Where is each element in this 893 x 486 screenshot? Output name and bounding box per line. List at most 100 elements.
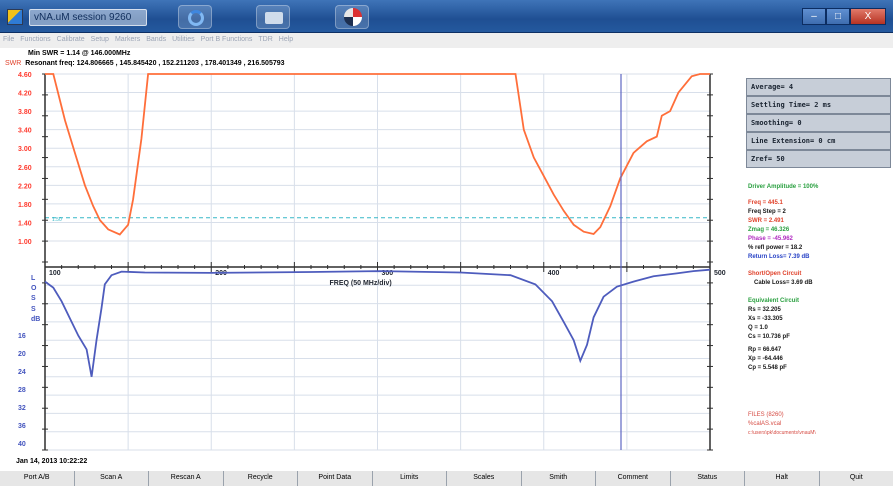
status-footer: Jan 14, 2013 10:22:22 <box>0 457 893 471</box>
scan-a-button[interactable]: Scan A <box>74 471 149 486</box>
short-open-label: Short/Open Circuit <box>748 271 802 277</box>
frequency-tick-label: 500 <box>714 270 726 277</box>
loss-tick-label: O <box>31 285 37 292</box>
resonant-line: SWR Resonant freq: 124.806665 , 145.8454… <box>5 60 285 67</box>
min-swr-value: 1.14 @ 146.000MHz <box>66 50 131 57</box>
rp-readout: Rp = 66.647 <box>748 347 782 353</box>
menu-help[interactable]: Help <box>278 36 294 43</box>
smoothing-setting[interactable]: Smoothing= 0 <box>746 114 891 132</box>
loss-tick-label: 32 <box>18 405 26 412</box>
frequency-tick-label: 100 <box>49 270 61 277</box>
swr-tag: SWR <box>5 60 22 67</box>
button-bar: Port A/B Scan A Rescan A Recycle Point D… <box>0 471 893 486</box>
taskbar-folder-icon[interactable] <box>256 5 290 29</box>
refl-power-readout: % refl power = 18.2 <box>748 245 803 251</box>
q-readout: Q = 1.0 <box>748 325 768 331</box>
loss-tick-label: dB <box>31 316 40 323</box>
scales-button[interactable]: Scales <box>447 471 522 486</box>
scan-summary: Min SWR = 1.14 @ 146.000MHz SWR Resonant… <box>0 48 893 70</box>
plot-area: 4.60 4.20 3.80 3.40 3.00 2.60 2.20 1.80 1.40 1.00… <box>0 70 742 457</box>
file-path: c:\users\pk\documents\vnauM\ <box>748 430 816 436</box>
timestamp: Jan 14, 2013 10:22:22 <box>16 458 88 465</box>
loss-tick-label: S <box>31 306 36 313</box>
taskbar-app-icon[interactable] <box>335 5 369 29</box>
halt-button[interactable]: Halt <box>745 471 820 486</box>
files-label: FILES (8260) <box>748 412 784 418</box>
return-loss-trace <box>44 268 711 377</box>
port-ab-button[interactable]: Port A/B <box>0 471 75 486</box>
freq-step-readout: Freq Step = 2 <box>748 209 786 215</box>
window-title: vNA.uM session 9260 <box>29 9 147 26</box>
cable-loss-readout: Cable Loss= 3.69 dB <box>754 280 813 286</box>
settling-time-setting[interactable]: Settling Time= 2 ms <box>746 96 891 114</box>
min-swr-line: Min SWR = 1.14 @ 146.000MHz <box>28 50 130 57</box>
freq-readout: Freq = 445.1 <box>748 200 783 206</box>
menu-tdr[interactable]: TDR <box>258 36 273 43</box>
status-button[interactable]: Status <box>670 471 745 486</box>
maximize-button[interactable]: □ <box>826 8 850 25</box>
rs-readout: Rs = 32.205 <box>748 307 781 313</box>
comment-button[interactable]: Comment <box>596 471 671 486</box>
frequency-tick-label: 400 <box>548 270 560 277</box>
line-extension-setting[interactable]: Line Extension= 0 cm <box>746 132 891 150</box>
swr-tick-label: 2.60 <box>18 165 32 172</box>
app-icon <box>7 9 23 25</box>
menu-functions[interactable]: Functions <box>20 36 51 43</box>
menu-bands[interactable]: Bands <box>146 36 167 43</box>
menu-calibrate[interactable]: Calibrate <box>56 36 85 43</box>
swr-tick-label: 4.20 <box>18 91 32 98</box>
loss-tick-label: L <box>31 275 36 282</box>
zref-setting[interactable]: Zref= 50 <box>746 150 891 168</box>
swr-trace <box>45 73 710 236</box>
frequency-axis-label: FREQ (50 MHz/div) <box>330 280 392 287</box>
resonant-label: Resonant freq: <box>25 60 75 67</box>
file-name: %calAS.vcal <box>748 421 782 427</box>
phase-readout: Phase = -45.962 <box>748 236 793 242</box>
menu-setup[interactable]: Setup <box>90 36 109 43</box>
zmag-readout: Zmag = 46.326 <box>748 227 790 233</box>
swr-tick-label: 1.80 <box>18 202 32 209</box>
menu-markers[interactable]: Markers <box>114 36 141 43</box>
rescan-a-button[interactable]: Rescan A <box>149 471 224 486</box>
loss-tick-label: S <box>31 295 36 302</box>
menu-port-b-functions[interactable]: Port B Functions <box>200 36 253 43</box>
loss-tick-label: 20 <box>18 351 26 358</box>
swr-tick-label: 2.20 <box>18 183 32 190</box>
xp-readout: Xp = -64.446 <box>748 356 783 362</box>
swr-tick-label: 1.40 <box>18 220 32 227</box>
quit-button[interactable]: Quit <box>819 471 893 486</box>
smith-button[interactable]: Smith <box>521 471 596 486</box>
minimize-button[interactable]: – <box>802 8 826 25</box>
recycle-button[interactable]: Recycle <box>223 471 298 486</box>
swr-readout: SWR = 2.491 <box>748 218 784 224</box>
menu-file[interactable]: File <box>3 36 15 43</box>
loss-tick-label: 16 <box>18 333 26 340</box>
equivalent-circuit-label: Equivalent Circuit <box>748 298 800 304</box>
frequency-tick-label: 300 <box>382 270 394 277</box>
cs-readout: Cs = 10.736 pF <box>748 334 790 340</box>
swr-tick-label: 4.60 <box>18 72 32 79</box>
swr-tick-label: 3.00 <box>18 146 32 153</box>
limits-button[interactable]: Limits <box>372 471 447 486</box>
average-setting[interactable]: Average= 4 <box>746 78 891 96</box>
reference-line-label: 1.50 <box>52 217 62 223</box>
return-loss-readout: Return Loss= 7.39 dB <box>748 254 810 260</box>
cp-readout: Cp = 5.548 pF <box>748 365 787 371</box>
loss-tick-label: 40 <box>18 441 26 448</box>
swr-tick-label: 3.40 <box>18 128 32 135</box>
resonant-values: 124.806665 , 145.845420 , 152.211203 , 1… <box>76 60 285 67</box>
status-panel: Average= 4 Settling Time= 2 ms Smoothing… <box>742 70 893 457</box>
swr-return-loss-chart[interactable]: 4.60 4.20 3.80 3.40 3.00 2.60 2.20 1.80 1.40 1.00… <box>0 70 742 457</box>
close-button[interactable]: X <box>850 8 886 25</box>
taskbar-browser-icon[interactable] <box>178 5 212 29</box>
driver-amplitude: Driver Amplitude = 100% <box>748 184 819 190</box>
menu-utilities[interactable]: Utilities <box>172 36 195 43</box>
loss-tick-label: 28 <box>18 387 26 394</box>
swr-tick-label: 1.00 <box>18 239 32 246</box>
title-bar: vNA.uM session 9260 – □ X <box>0 0 893 33</box>
loss-tick-label: 36 <box>18 423 26 430</box>
xs-readout: Xs = -33.305 <box>748 316 783 322</box>
loss-tick-label: 24 <box>18 369 26 376</box>
min-swr-label: Min SWR = <box>28 50 65 57</box>
point-data-button[interactable]: Point Data <box>298 471 373 486</box>
